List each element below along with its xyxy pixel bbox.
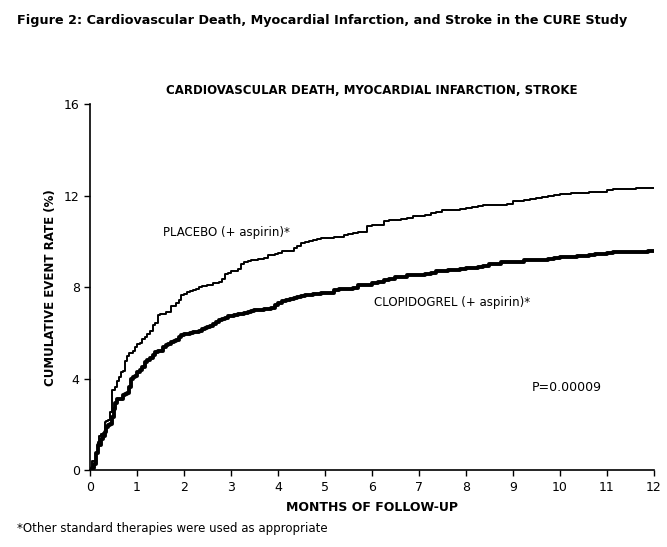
Title: CARDIOVASCULAR DEATH, MYOCARDIAL INFARCTION, STROKE: CARDIOVASCULAR DEATH, MYOCARDIAL INFARCT… — [166, 84, 578, 97]
X-axis label: MONTHS OF FOLLOW-UP: MONTHS OF FOLLOW-UP — [286, 501, 458, 514]
Text: P=0.00009: P=0.00009 — [532, 381, 602, 394]
Text: *Other standard therapies were used as appropriate: *Other standard therapies were used as a… — [17, 522, 327, 535]
Y-axis label: CUMULATIVE EVENT RATE (%): CUMULATIVE EVENT RATE (%) — [44, 189, 57, 386]
Text: Figure 2: Cardiovascular Death, Myocardial Infarction, and Stroke in the CURE St: Figure 2: Cardiovascular Death, Myocardi… — [17, 14, 627, 27]
Text: CLOPIDOGREL (+ aspirin)*: CLOPIDOGREL (+ aspirin)* — [374, 295, 530, 309]
Text: PLACEBO (+ aspirin)*: PLACEBO (+ aspirin)* — [163, 226, 289, 238]
